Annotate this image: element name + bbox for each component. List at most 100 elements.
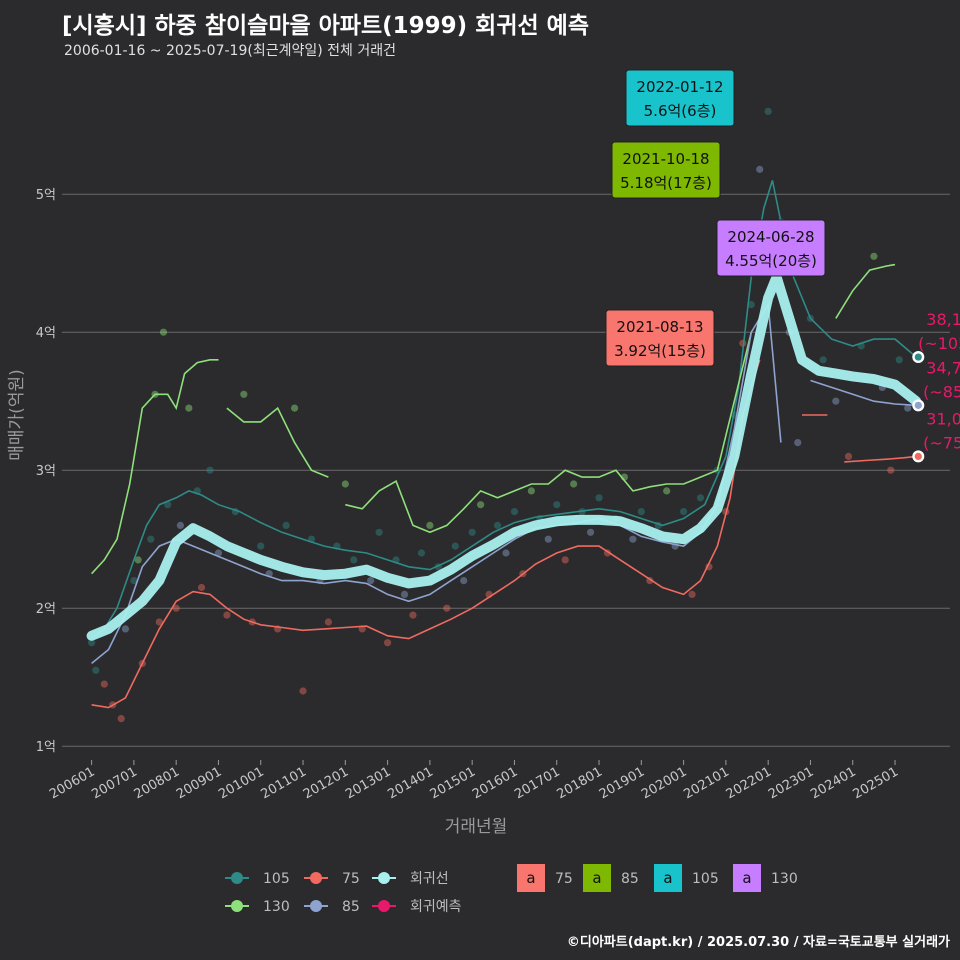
scatter-point: [696, 494, 705, 502]
legend-box-letter: a: [663, 869, 672, 887]
forecast-dot: [914, 452, 922, 460]
legend-box-letter: a: [526, 869, 535, 887]
scatter-point: [747, 301, 755, 309]
scatter-point: [832, 397, 840, 405]
scatter-point: [223, 611, 231, 619]
callout-box: [611, 141, 721, 199]
scatter-point: [282, 521, 290, 530]
scatter-point: [443, 604, 451, 612]
callout-value: 3.92억(15층): [614, 342, 706, 360]
legend-box-letter: a: [742, 869, 751, 887]
callout-value: 5.6억(6층): [644, 102, 717, 120]
credit-text: ©디아파트(dapt.kr) / 2025.07.30 / 자료=국토교통부 실…: [566, 935, 950, 950]
callout-date: 2021-10-18: [622, 150, 709, 168]
scatter-point: [553, 501, 561, 509]
scatter-point: [870, 252, 878, 260]
x-tick-label: 200601: [47, 764, 97, 802]
scatter-point: [341, 480, 349, 488]
y-axis-title: 매매가(억원): [7, 369, 27, 460]
callout-value: 4.55억(20층): [725, 252, 817, 270]
forecast-value: 34,714: [926, 358, 960, 377]
scatter-point: [176, 521, 184, 530]
scatter-point: [290, 404, 299, 412]
scatter-point: [88, 639, 96, 647]
regression-line: [86, 272, 922, 641]
series-line-75: [844, 455, 917, 463]
x-tick-label: 202101: [681, 764, 731, 802]
scatter-point: [502, 549, 510, 557]
scatter-point: [527, 487, 535, 495]
scatter-point: [417, 549, 426, 557]
scatter-point: [197, 583, 206, 592]
chart-subtitle: 2006-01-16 ~ 2025-07-19(최근계약일) 전체 거래건: [64, 43, 396, 59]
legend-label: 105: [263, 871, 290, 887]
x-tick-label: 202501: [851, 764, 901, 802]
y-tick-label: 1억: [36, 740, 56, 755]
x-tick-label: 201201: [301, 764, 351, 802]
scatter-point: [257, 542, 265, 550]
y-tick-label: 4억: [36, 326, 56, 341]
series-line-130: [835, 263, 896, 319]
forecast-area: (~105㎡): [918, 334, 960, 353]
legend-dot-key: [310, 872, 322, 884]
x-tick-label: 200701: [89, 764, 139, 802]
scatter-point: [510, 508, 519, 516]
legend-dot-key: [378, 900, 390, 912]
series-line-130: [91, 359, 219, 575]
legend-box-key: [733, 864, 761, 892]
x-tick-label: 201301: [343, 764, 393, 802]
scatter-point: [904, 404, 912, 412]
x-tick-label: 201401: [385, 764, 435, 802]
scatter-point: [164, 501, 172, 509]
forecast-value: 31,000: [926, 409, 960, 428]
scatter-point: [794, 439, 802, 447]
legend-label: 130: [263, 899, 290, 915]
scatter-point: [350, 556, 358, 564]
x-tick-label: 201001: [216, 764, 266, 802]
scatter-point: [185, 404, 193, 412]
scatter-point: [172, 604, 180, 612]
legend-box-key: [654, 864, 682, 892]
scatter-point: [409, 611, 417, 619]
scatter-point: [426, 521, 434, 530]
scatter-point: [451, 542, 459, 550]
scatter-point: [570, 480, 578, 488]
x-tick-label: 202201: [724, 764, 774, 802]
forecast-value: 38,167: [926, 310, 960, 329]
x-tick-label: 200801: [132, 764, 182, 802]
forecast-dot: [914, 401, 922, 409]
scatter-point: [844, 452, 853, 460]
x-tick-label: 202401: [808, 764, 858, 802]
callout-box: [716, 219, 826, 277]
callout-box: [625, 69, 735, 127]
scatter-point: [764, 107, 772, 115]
legend-label: 75: [342, 871, 360, 887]
legend-label: 회귀예측: [410, 899, 462, 915]
x-axis-title: 거래년월: [445, 817, 508, 837]
scatter-point: [375, 528, 383, 536]
legend-label: 85: [342, 899, 360, 915]
scatter-point: [663, 487, 671, 495]
callout-value: 5.18억(17층): [620, 174, 712, 192]
x-tick-label: 202001: [639, 764, 689, 802]
series-line-75: [91, 359, 761, 709]
series-line-130: [345, 332, 753, 534]
x-tick-label: 201901: [597, 764, 647, 802]
scatter-point: [367, 577, 375, 585]
scatter-point: [544, 535, 552, 543]
scatter-point: [130, 577, 138, 585]
x-tick-label: 202301: [766, 764, 816, 802]
scatter-point: [688, 590, 696, 599]
scatter-point: [819, 356, 827, 364]
scatter-point: [468, 528, 476, 536]
callout-box: [605, 309, 715, 367]
legend-box-key: [517, 864, 545, 892]
legend-dot-key: [378, 872, 390, 884]
forecast-area: (~85㎡): [923, 382, 960, 401]
scatter-point: [117, 715, 125, 723]
series-line-85: [91, 302, 782, 665]
series-line-130: [226, 406, 329, 478]
scatter-point: [121, 625, 130, 633]
scatter-point: [477, 501, 485, 509]
